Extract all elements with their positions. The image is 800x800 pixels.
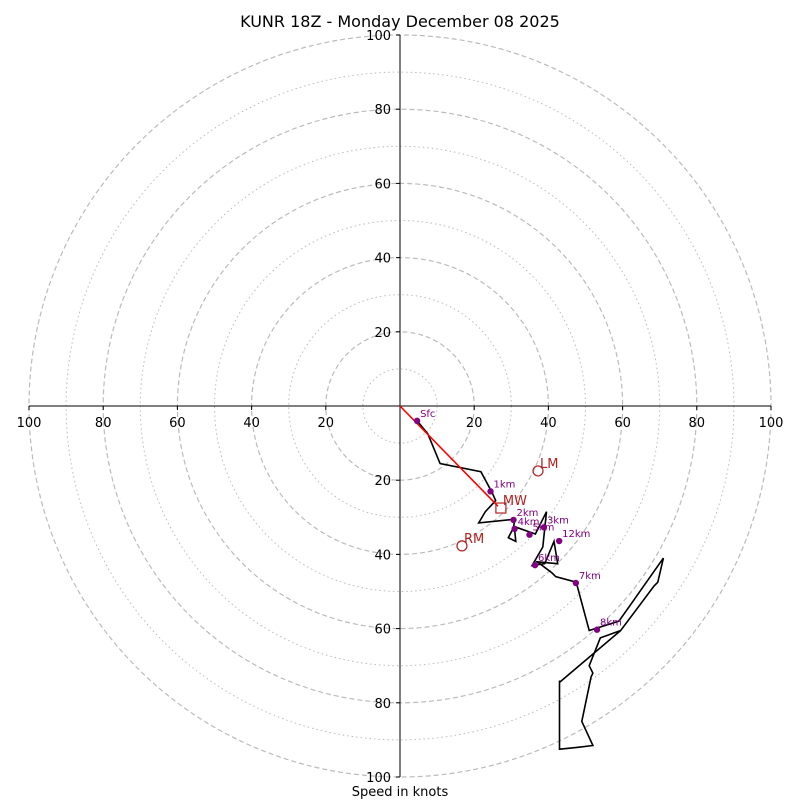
height-marker-dot bbox=[531, 561, 539, 569]
height-marker-dot bbox=[511, 525, 518, 533]
storm-motion-label: MW bbox=[503, 494, 527, 509]
y-tick-label: 40 bbox=[374, 548, 391, 563]
storm-motion-marker bbox=[532, 465, 544, 477]
x-axis-label: Speed in knots bbox=[352, 785, 449, 800]
height-marker-dot bbox=[540, 524, 548, 531]
y-tick-label: 100 bbox=[366, 771, 391, 786]
height-marker-dot bbox=[526, 531, 533, 538]
x-tick-label: 60 bbox=[169, 416, 186, 431]
height-marker-label: 7km bbox=[579, 571, 601, 582]
height-marker-label: Sfc bbox=[420, 409, 435, 420]
y-tick-label: 80 bbox=[374, 103, 391, 118]
y-tick-label: 80 bbox=[374, 697, 391, 712]
x-tick-label: 80 bbox=[689, 416, 706, 431]
x-tick-label: 80 bbox=[95, 416, 112, 431]
x-tick-label: 100 bbox=[759, 416, 784, 431]
storm-motion-label: RM bbox=[464, 532, 484, 547]
x-tick-label: 20 bbox=[318, 416, 335, 431]
height-marker-label: 12km bbox=[562, 529, 590, 540]
storm-motion-label: LM bbox=[540, 457, 558, 472]
x-tick-label: 40 bbox=[243, 416, 260, 431]
height-marker-label: 8km bbox=[600, 618, 622, 629]
height-marker-label: 1km bbox=[494, 479, 516, 490]
height-marker-dot bbox=[555, 537, 563, 545]
x-tick-label: 20 bbox=[466, 416, 483, 431]
x-tick-label: 40 bbox=[540, 416, 557, 431]
height-marker-label: 3km bbox=[547, 515, 569, 526]
y-tick-label: 100 bbox=[366, 29, 391, 44]
height-marker-label: 4km bbox=[518, 517, 540, 528]
x-tick-label: 60 bbox=[614, 416, 631, 431]
y-tick-label: 60 bbox=[374, 623, 391, 638]
height-marker-label: 2km bbox=[517, 508, 539, 519]
storm-motion-markers: LM MW RM bbox=[456, 457, 558, 552]
y-tick-label: 60 bbox=[374, 177, 391, 192]
height-marker-dot bbox=[572, 579, 580, 587]
height-marker-label: 5km bbox=[532, 523, 554, 534]
y-tick-label: 20 bbox=[374, 326, 391, 341]
storm-motion-marker bbox=[495, 502, 507, 514]
tick-labels: 100 80 60 40 20 20 40 60 80 100 20 40 60 80 100 20 40 60 8… bbox=[17, 29, 784, 786]
height-marker-dot bbox=[593, 626, 601, 633]
y-tick-label: 40 bbox=[374, 252, 391, 267]
x-tick-label: 100 bbox=[17, 416, 42, 431]
chart-title: KUNR 18Z - Monday December 08 2025 bbox=[240, 12, 560, 31]
hodograph-line bbox=[416, 420, 665, 751]
height-marker-dot bbox=[413, 417, 421, 425]
height-marker-dot bbox=[510, 516, 517, 524]
storm-motion-marker bbox=[456, 540, 468, 552]
height-marker-label: 6km bbox=[538, 553, 560, 564]
hodograph-trace bbox=[416, 420, 665, 751]
y-tick-label: 20 bbox=[374, 474, 391, 489]
height-marker-dot bbox=[487, 488, 494, 495]
